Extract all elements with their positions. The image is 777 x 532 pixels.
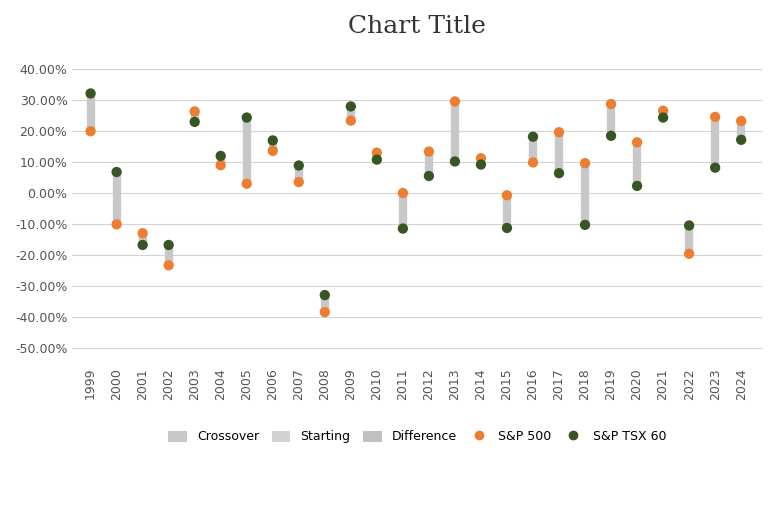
Point (345, 102, 357, 111)
Point (189, 118, 201, 126)
Point (85, 89, 97, 98)
Title: Chart Title: Chart Title (348, 15, 486, 38)
Point (137, 240, 149, 249)
Point (475, 154, 487, 162)
Point (371, 155, 383, 164)
Point (631, 138, 643, 146)
Legend: Crossover, Starting, Difference, S&P 500, S&P TSX 60: Crossover, Starting, Difference, S&P 500… (162, 424, 672, 450)
Point (500, 223, 513, 232)
Point (448, 157, 461, 166)
Point (319, 308, 331, 317)
Point (293, 161, 305, 170)
Point (631, 181, 643, 190)
Point (396, 225, 409, 233)
Point (500, 191, 513, 200)
Point (162, 261, 175, 270)
Point (189, 107, 201, 115)
Point (657, 113, 669, 122)
Point (735, 117, 747, 125)
Point (162, 240, 175, 249)
Point (683, 250, 695, 258)
Point (683, 221, 695, 230)
Point (110, 168, 123, 176)
Point (110, 220, 123, 229)
Point (267, 147, 279, 155)
Point (423, 172, 435, 180)
Point (709, 163, 721, 172)
Point (735, 136, 747, 144)
Point (552, 128, 565, 137)
Point (137, 229, 149, 237)
Point (241, 113, 253, 122)
Point (527, 158, 539, 167)
Point (475, 160, 487, 169)
Point (214, 161, 227, 170)
Point (423, 147, 435, 156)
Point (396, 189, 409, 197)
Point (241, 179, 253, 188)
Point (709, 113, 721, 121)
Point (214, 152, 227, 160)
Point (605, 99, 617, 108)
Point (605, 131, 617, 140)
Point (293, 178, 305, 186)
Point (579, 221, 591, 229)
Point (527, 132, 539, 141)
Point (267, 136, 279, 145)
Point (371, 148, 383, 157)
Point (85, 127, 97, 136)
Point (345, 117, 357, 125)
Point (319, 291, 331, 300)
Point (657, 106, 669, 115)
Point (448, 97, 461, 106)
Point (579, 159, 591, 168)
Point (552, 169, 565, 178)
